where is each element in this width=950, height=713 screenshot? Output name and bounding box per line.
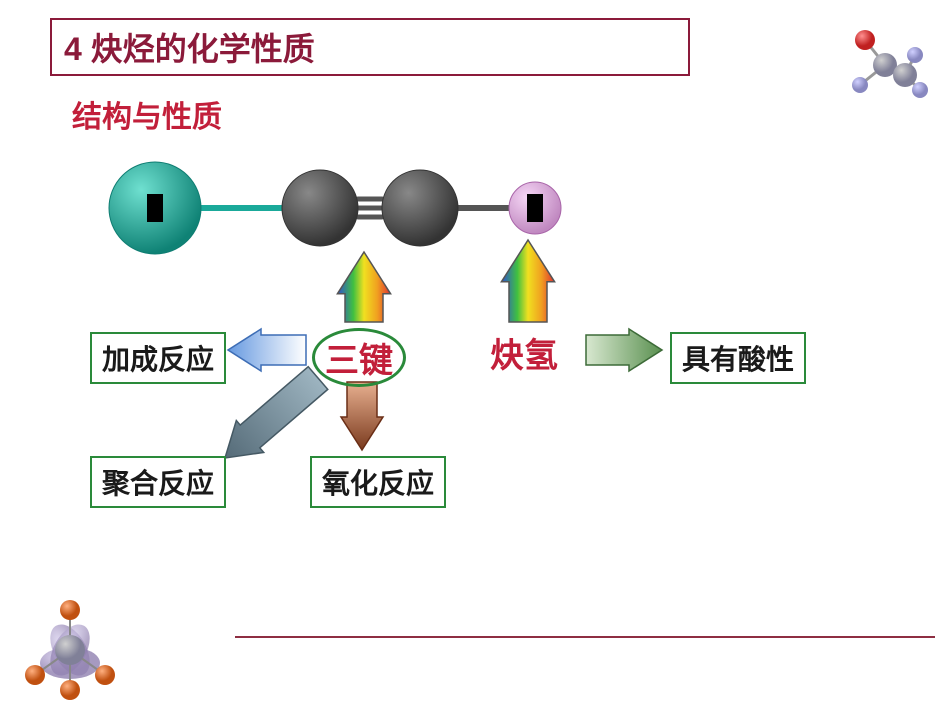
box-addition: 加成反应 bbox=[90, 332, 226, 384]
box-polymer: 聚合反应 bbox=[90, 456, 226, 508]
footer-divider bbox=[235, 636, 935, 638]
box-oxidation: 氧化反应 bbox=[310, 456, 446, 508]
arrow-triple-up-rainbow bbox=[337, 252, 390, 322]
corner-molecule-bottom bbox=[15, 595, 125, 705]
arrow-triple-to-addition bbox=[228, 329, 306, 371]
corner-molecule-top bbox=[840, 20, 930, 110]
arrow-alkyne-up-rainbow bbox=[501, 240, 554, 322]
node-triple-bond: 三键 bbox=[312, 328, 406, 387]
subtitle: 结构与性质 bbox=[72, 92, 222, 136]
arrow-alkyne-to-acidic bbox=[586, 329, 662, 371]
arrow-triple-to-oxidation bbox=[341, 382, 383, 450]
main-title: 4 炔烃的化学性质 bbox=[50, 18, 690, 76]
node-alkyne-hydrogen: 炔氢 bbox=[490, 328, 558, 377]
box-acidic: 具有酸性 bbox=[670, 332, 806, 384]
